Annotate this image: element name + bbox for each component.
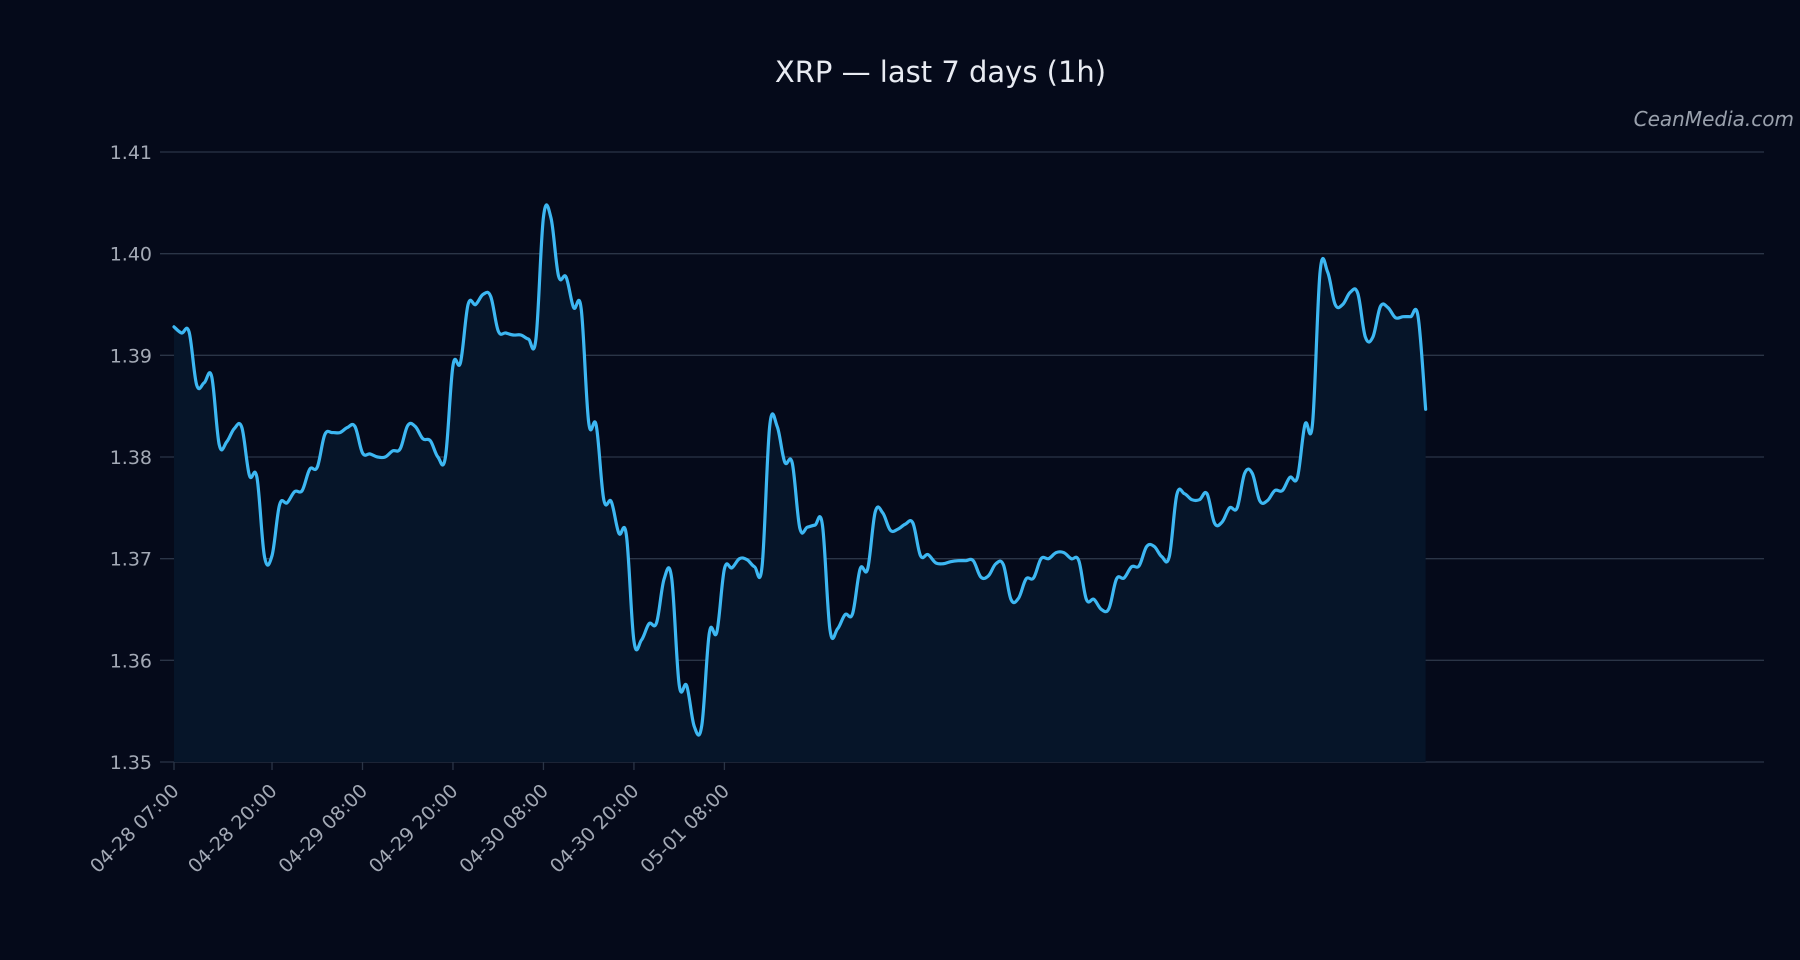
y-tick-label: 1.37	[110, 549, 152, 571]
price-area-fill	[174, 204, 1426, 762]
x-tick-label: 04-29 20:00	[365, 780, 463, 878]
y-tick-label: 1.36	[110, 650, 152, 672]
chart-title: XRP — last 7 days (1h)	[774, 55, 1107, 89]
y-tick-label: 1.40	[110, 244, 152, 266]
y-axis-ticks: 1.35 1.36 1.37 1.38 1.39 1.40 1.41	[110, 142, 152, 774]
x-tick-label: 04-28 07:00	[86, 780, 184, 878]
x-tick-label: 04-29 08:00	[274, 780, 372, 878]
y-tick-label: 1.35	[110, 752, 152, 774]
price-line	[172, 203, 1428, 737]
watermark: CeanMedia.com	[1633, 107, 1794, 131]
x-tick-label: 04-30 08:00	[455, 780, 553, 878]
y-tick-label: 1.39	[110, 345, 152, 367]
x-tick-label: 04-28 20:00	[184, 780, 282, 878]
y-tick-label: 1.38	[110, 447, 152, 469]
x-tick-label: 04-30 20:00	[546, 780, 644, 878]
y-tick-label: 1.41	[110, 142, 152, 164]
x-tick-label: 05-01 08:00	[636, 780, 734, 878]
